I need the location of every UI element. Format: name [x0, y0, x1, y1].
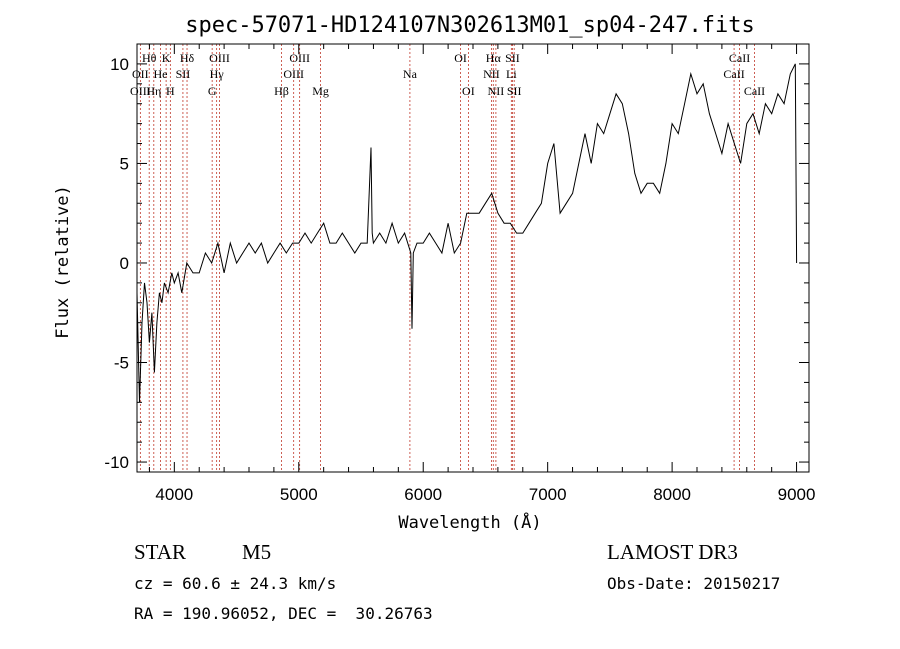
line-label-27: CaII	[744, 84, 765, 98]
line-label-23: Mg	[312, 84, 329, 98]
survey-name: LAMOST DR3	[607, 540, 738, 564]
line-label-7: SII	[505, 51, 520, 65]
y-tick-label-4: 10	[110, 55, 129, 74]
line-label-21: G	[208, 84, 217, 98]
redshift-velocity: cz = 60.6 ± 24.3 km/s	[134, 574, 337, 593]
y-tick-label-1: -5	[114, 354, 129, 373]
line-label-26: SII	[507, 84, 522, 98]
x-tick-label-1: 5000	[280, 485, 318, 504]
y-tick-label-0: -10	[104, 453, 129, 472]
line-label-24: OI	[462, 84, 475, 98]
line-label-14: Na	[403, 67, 418, 81]
line-label-4: OIII	[289, 51, 310, 65]
line-label-18: OIII	[130, 84, 151, 98]
line-label-9: OII	[132, 67, 149, 81]
line-marker-layer	[139, 44, 755, 472]
x-axis-label: Wavelength (Å)	[398, 511, 541, 533]
chart-title: spec-57071-HD124107N302613M01_sp04-247.f…	[185, 13, 755, 38]
line-label-16: Li	[506, 67, 517, 81]
line-label-0: Hθ	[142, 51, 157, 65]
line-label-1: K	[162, 51, 171, 65]
y-tick-label-2: 0	[120, 254, 129, 273]
sky-coordinates: RA = 190.96052, DEC = 30.26763	[134, 604, 433, 623]
observation-date: Obs-Date: 20150217	[607, 574, 781, 593]
line-label-2: Hδ	[180, 51, 195, 65]
line-label-5: OI	[454, 51, 467, 65]
object-subclass: M5	[242, 540, 272, 564]
axis-ticks: 4000 5000 6000 7000 8000 9000 -10 -5 0 5 10	[104, 44, 815, 504]
line-label-13: OIII	[283, 67, 304, 81]
y-axis-label: Flux (relative)	[53, 185, 73, 339]
line-label-12: Hγ	[210, 67, 225, 81]
spectrum-chart: spec-57071-HD124107N302613M01_sp04-247.f…	[53, 13, 815, 533]
x-tick-label-4: 8000	[653, 485, 691, 504]
line-label-22: Hβ	[274, 84, 289, 98]
line-label-15: NII	[483, 67, 500, 81]
x-tick-label-0: 4000	[155, 485, 193, 504]
x-tick-label-3: 7000	[529, 485, 567, 504]
line-label-20: H	[166, 84, 175, 98]
line-label-8: CaII	[729, 51, 750, 65]
line-label-6: Hα	[486, 51, 502, 65]
line-label-3: OIII	[209, 51, 230, 65]
line-label-19: Hη	[146, 84, 161, 98]
line-label-25: NII	[488, 84, 505, 98]
line-label-17: CaII	[723, 67, 744, 81]
y-tick-label-3: 5	[120, 154, 129, 173]
x-tick-label-5: 9000	[778, 485, 816, 504]
line-label-11: SII	[176, 67, 191, 81]
line-label-10: He	[154, 67, 168, 81]
spectrum-line	[136, 63, 798, 403]
object-class: STAR	[134, 540, 186, 564]
x-tick-label-2: 6000	[404, 485, 442, 504]
